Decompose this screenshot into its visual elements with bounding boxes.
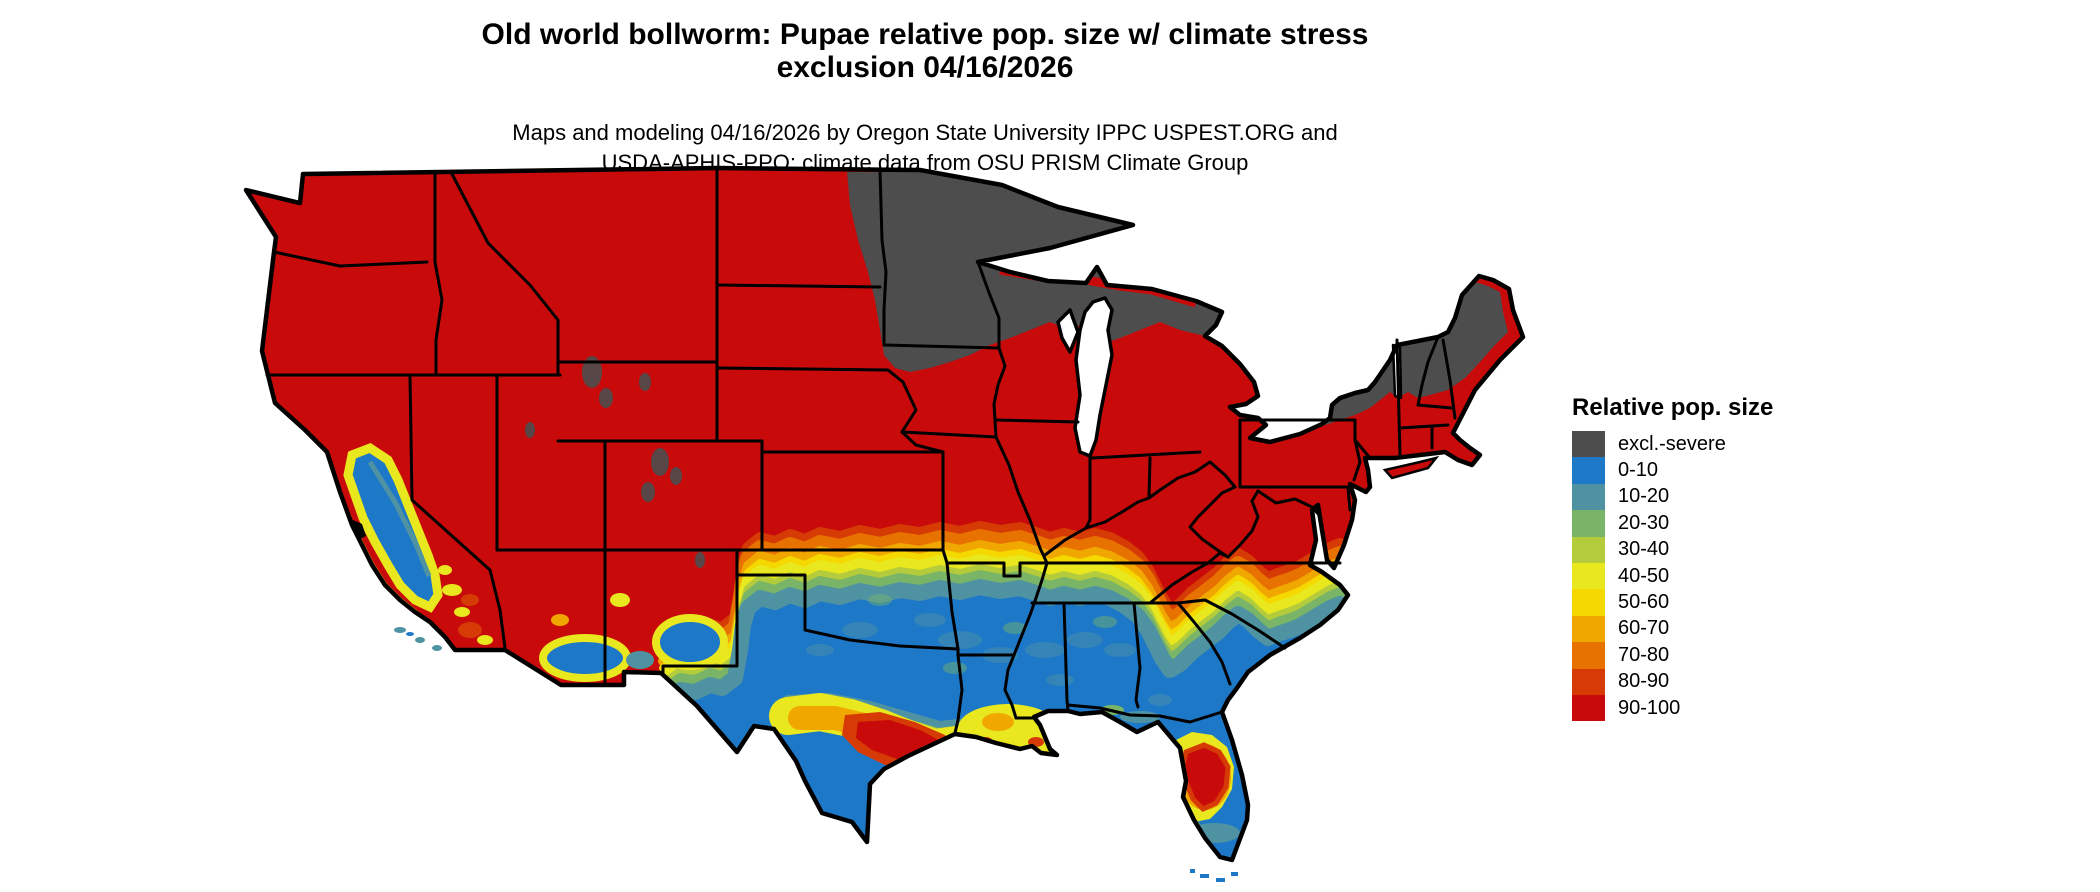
legend-row: 60-70 [1572, 615, 1773, 643]
map-raster [246, 168, 1523, 860]
legend-label: 50-60 [1618, 591, 1670, 614]
map-title: Old world bollworm: Pupae relative pop. … [481, 18, 1369, 84]
legend-label: 20-30 [1618, 511, 1670, 534]
green-bay [1056, 308, 1080, 354]
offshore-features [334, 228, 1440, 882]
legend-color-swatch [1572, 589, 1605, 616]
state-borders [265, 168, 1457, 735]
legend-row: excl.-severe [1572, 431, 1773, 458]
legend-row: 30-40 [1572, 536, 1773, 563]
legend-label: 80-90 [1618, 670, 1670, 693]
channel-islands [394, 627, 442, 651]
legend-row: 90-100 [1572, 694, 1773, 722]
san-juan-mark [334, 228, 345, 238]
legend-color-swatch [1572, 457, 1605, 484]
legend-color-swatch [1572, 642, 1605, 669]
legend-color-swatch [1572, 562, 1605, 590]
legend-entries: excl.-severe 0-10 10-20 20-30 30-40 40-5… [1572, 431, 1773, 722]
legend-color-swatch [1572, 615, 1605, 643]
legend-row: 80-90 [1572, 668, 1773, 695]
legend-row: 0-10 [1572, 457, 1773, 484]
gulf-coast-hot-band [769, 693, 1069, 772]
legend-label: excl.-severe [1618, 432, 1726, 455]
legend-label: 30-40 [1618, 538, 1670, 561]
rockies-gray-speckles [525, 356, 705, 568]
south-mottling [806, 594, 1172, 706]
legend-color-swatch [1572, 483, 1605, 511]
legend-row: 10-20 [1572, 483, 1773, 511]
legend: Relative pop. size excl.-severe 0-10 10-… [1572, 394, 1774, 722]
legend-label: 90-100 [1618, 696, 1681, 719]
conus-outline [243, 165, 1526, 863]
legend-color-swatch [1572, 431, 1605, 458]
legend-color-swatch [1572, 668, 1605, 695]
legend-color-swatch [1572, 510, 1605, 537]
legend-label: 70-80 [1618, 643, 1670, 666]
legend-label: 40-50 [1618, 564, 1670, 587]
legend-title: Relative pop. size [1572, 394, 1774, 421]
legend-row: 20-30 [1572, 510, 1773, 537]
long-island [1382, 455, 1440, 480]
legend-label: 10-20 [1618, 485, 1670, 508]
legend-label: 60-70 [1618, 617, 1670, 640]
lake-michigan [1073, 296, 1114, 458]
legend-label: 0-10 [1618, 459, 1659, 482]
legend-row: 50-60 [1572, 589, 1773, 616]
legend-color-swatch [1572, 694, 1605, 722]
legend-row: 70-80 [1572, 642, 1773, 669]
legend-color-swatch [1572, 536, 1605, 563]
florida-keys [1190, 869, 1238, 882]
legend-row: 40-50 [1572, 562, 1773, 590]
